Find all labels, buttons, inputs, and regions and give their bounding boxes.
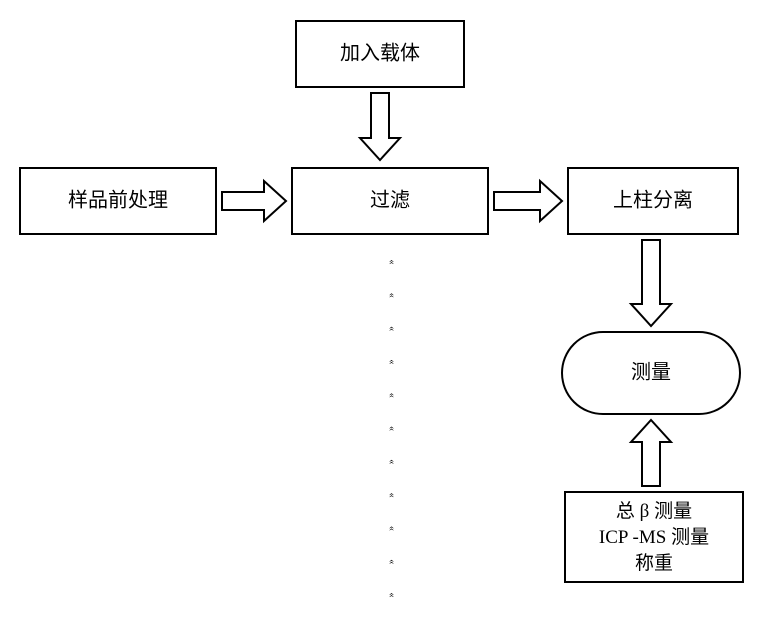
dot-mark: « (386, 293, 397, 298)
dot-mark: « (386, 260, 397, 265)
label-carrier: 加入载体 (340, 42, 420, 65)
dot-mark: « (386, 493, 397, 498)
dot-mark: « (386, 459, 397, 464)
arrow-methods-to-measure (631, 420, 671, 486)
node-measure: 测量 (562, 332, 740, 414)
dot-mark: « (386, 593, 397, 598)
dot-mark: « (386, 393, 397, 398)
arrow-filter-to-column (494, 181, 562, 221)
arrow-pretreat-to-filter (222, 181, 286, 221)
node-methods: 总 β 测量ICP -MS 测量称重 (565, 492, 743, 582)
arrow-carrier-to-filter (360, 93, 400, 160)
label-pretreat: 样品前处理 (68, 189, 168, 212)
label-measure: 测量 (631, 361, 671, 384)
dot-mark: « (386, 426, 397, 431)
dot-column: « « « « « « « « « « « (386, 260, 397, 598)
node-carrier: 加入载体 (296, 21, 464, 87)
node-filter: 过滤 (292, 168, 488, 234)
node-column: 上柱分离 (568, 168, 738, 234)
dot-mark: « (386, 359, 397, 364)
node-pretreat: 样品前处理 (20, 168, 216, 234)
label-filter: 过滤 (370, 189, 410, 212)
arrows (222, 93, 671, 486)
label-column: 上柱分离 (613, 189, 693, 212)
dot-mark: « (386, 559, 397, 564)
dot-mark: « (386, 526, 397, 531)
dot-mark: « (386, 326, 397, 331)
flowchart: 加入载体 样品前处理 过滤 上柱分离 测量 总 β 测量ICP -MS 测量称重… (0, 0, 772, 629)
arrow-column-to-measure (631, 240, 671, 326)
